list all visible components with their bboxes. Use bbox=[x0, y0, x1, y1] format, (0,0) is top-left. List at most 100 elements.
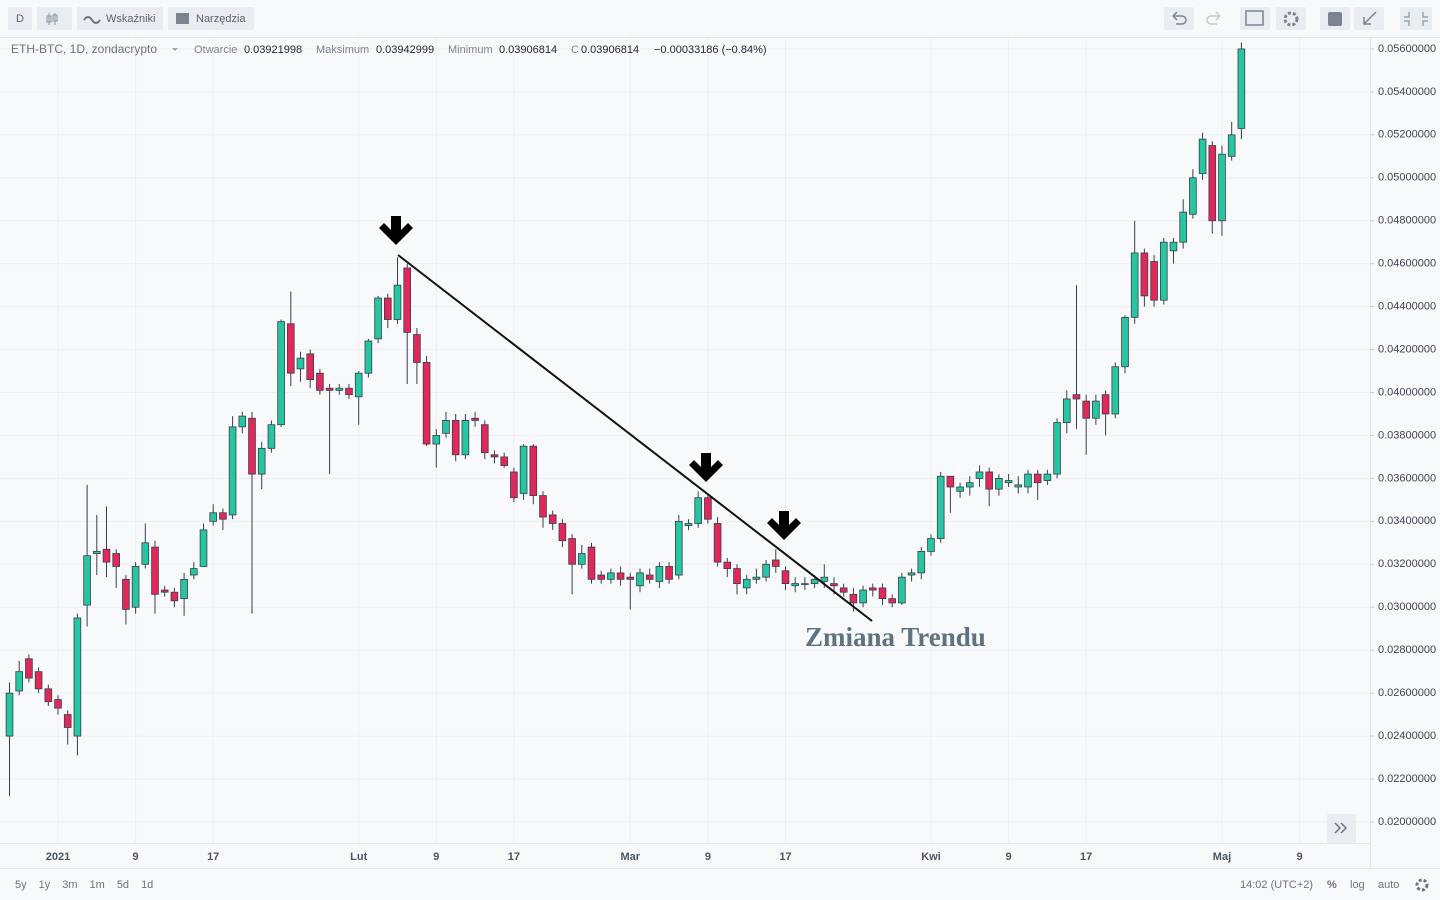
candle-body bbox=[616, 572, 625, 580]
legend-value: 0.03921998 bbox=[244, 44, 302, 56]
candle-body bbox=[1198, 138, 1207, 174]
candle-body bbox=[529, 445, 538, 496]
candle-body bbox=[5, 692, 14, 737]
candle-body bbox=[403, 267, 411, 333]
candle-body bbox=[917, 551, 926, 574]
candle-body bbox=[34, 671, 43, 690]
x-tick-label: Mar bbox=[621, 851, 641, 863]
fullscreen-button[interactable] bbox=[1400, 7, 1432, 30]
candle-body bbox=[539, 495, 547, 518]
candle-body bbox=[1043, 473, 1052, 481]
auto-toggle[interactable]: auto bbox=[1378, 879, 1399, 891]
range-button[interactable]: 1m bbox=[90, 879, 105, 891]
candle-body bbox=[160, 589, 169, 593]
candle-body bbox=[548, 514, 557, 524]
y-tick-label: 0.03600000 bbox=[1378, 472, 1436, 484]
symbol[interactable]: ETH-BTC, 1D, zondacrypto bbox=[11, 42, 157, 56]
candle-body bbox=[597, 574, 605, 580]
settings-icon[interactable] bbox=[1415, 878, 1429, 892]
interval-button[interactable] bbox=[8, 7, 32, 30]
legend-label: Otwarcie bbox=[194, 44, 237, 56]
candle-body bbox=[985, 471, 993, 490]
legend-value: 0.03906814 bbox=[499, 44, 557, 56]
candle-body bbox=[674, 520, 683, 576]
candle-body bbox=[102, 548, 111, 563]
x-tick-label: 9 bbox=[433, 851, 439, 863]
candle-body bbox=[965, 482, 974, 488]
candle-body bbox=[384, 297, 392, 320]
candle-body bbox=[141, 542, 150, 565]
candle-body bbox=[704, 497, 712, 520]
log-toggle[interactable]: log bbox=[1350, 879, 1365, 891]
candle-body bbox=[781, 570, 790, 585]
indicators-button[interactable] bbox=[77, 7, 163, 30]
candle-body bbox=[1024, 473, 1032, 488]
candle-body bbox=[228, 426, 237, 516]
scroll-button[interactable] bbox=[1327, 814, 1356, 843]
candle-body bbox=[413, 334, 421, 363]
legend-label: C bbox=[571, 44, 579, 56]
candle-body bbox=[131, 566, 140, 608]
settings-icon bbox=[1283, 11, 1299, 27]
save-icon bbox=[1328, 12, 1342, 26]
range-button[interactable]: 1d bbox=[141, 879, 153, 891]
candle-body bbox=[1179, 211, 1187, 243]
candle-body bbox=[587, 546, 596, 580]
candle-body bbox=[73, 617, 82, 737]
candle-body bbox=[335, 387, 344, 391]
x-tick-label: 9 bbox=[133, 851, 139, 863]
redo-icon[interactable] bbox=[1206, 11, 1221, 25]
y-tick-label: 0.03200000 bbox=[1378, 558, 1436, 570]
candle-body bbox=[1072, 394, 1081, 400]
candle-body bbox=[1062, 398, 1071, 423]
y-tick-label: 0.04200000 bbox=[1378, 343, 1436, 355]
candle-body bbox=[1140, 252, 1149, 297]
candle-body bbox=[1092, 400, 1100, 419]
candle-body bbox=[849, 593, 858, 604]
candle-body bbox=[364, 340, 373, 374]
candle-body bbox=[626, 576, 635, 580]
undo-button[interactable] bbox=[1164, 7, 1194, 30]
candle-body bbox=[713, 523, 722, 563]
settings-button[interactable] bbox=[1276, 7, 1306, 30]
candle-body bbox=[354, 372, 363, 398]
candle-body bbox=[238, 415, 247, 428]
range-button[interactable]: 5y bbox=[15, 879, 27, 891]
candle-body bbox=[1130, 252, 1139, 318]
x-tick-label: 17 bbox=[1080, 851, 1092, 863]
y-tick-label: 0.04600000 bbox=[1378, 258, 1436, 270]
percent-toggle[interactable]: % bbox=[1327, 879, 1337, 891]
candle-body bbox=[83, 555, 91, 606]
toolbar: D Wskaźniki Narzędzia bbox=[8, 7, 1432, 30]
range-button[interactable]: 5d bbox=[117, 879, 129, 891]
candle-body bbox=[752, 576, 761, 580]
candle-body bbox=[151, 546, 159, 595]
candle-body bbox=[771, 559, 780, 567]
candle-body bbox=[44, 688, 53, 703]
candle-body bbox=[1053, 422, 1061, 475]
candle-body bbox=[190, 568, 198, 576]
legend-label: Minimum bbox=[448, 44, 493, 56]
candle-body bbox=[655, 566, 664, 582]
x-tick-label: 9 bbox=[1006, 851, 1012, 863]
candle-body bbox=[248, 417, 256, 475]
range-button[interactable]: 1y bbox=[39, 879, 51, 891]
candle-body bbox=[995, 477, 1003, 490]
y-tick-label: 0.05000000 bbox=[1378, 172, 1436, 184]
candle-body bbox=[432, 435, 441, 445]
tools-button[interactable] bbox=[168, 7, 254, 30]
y-tick-label: 0.02400000 bbox=[1378, 730, 1436, 742]
candle-body bbox=[257, 447, 266, 475]
fullscreen-icon bbox=[1404, 12, 1428, 26]
indicators: Wskaźniki bbox=[106, 13, 156, 25]
arrow bbox=[379, 216, 413, 245]
candle-body bbox=[1082, 400, 1090, 419]
candle-body bbox=[878, 587, 887, 600]
candle-body bbox=[1121, 316, 1129, 368]
tools-icon bbox=[176, 13, 189, 24]
candle-body bbox=[93, 551, 101, 554]
range-button[interactable]: 3m bbox=[62, 879, 77, 891]
y-tick-label: 0.03800000 bbox=[1378, 429, 1436, 441]
arrow bbox=[689, 453, 723, 482]
candle-body bbox=[577, 553, 586, 565]
